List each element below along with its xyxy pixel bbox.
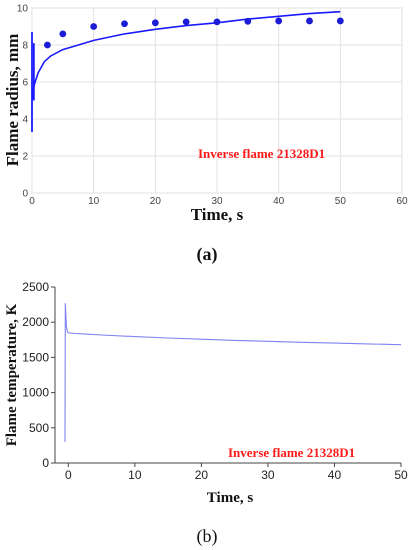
radius-measured-point xyxy=(336,17,344,25)
x-tick-label: 20 xyxy=(150,196,162,207)
y-tick-label: 0 xyxy=(22,189,28,200)
y-tick-label: 8 xyxy=(22,41,28,52)
y-tick-label: 2 xyxy=(22,152,28,163)
grid-a xyxy=(31,7,403,194)
x-tick-label: 30 xyxy=(211,196,223,207)
x-tick-label: 0 xyxy=(65,468,72,482)
y-tick-label: 2500 xyxy=(22,280,49,294)
panel-b: 0 10 20 30 40 50 0 500 1000 1500 2000 2500 Inverse… xyxy=(4,280,408,547)
panel-a: 0 10 20 30 40 50 60 0 2 4 6 8 10 Inverse flame 2132… xyxy=(3,4,408,266)
y-axis-label-b: Flame temperature, K xyxy=(4,303,20,446)
x-ticks-a: 0 10 20 30 40 50 60 xyxy=(29,196,408,207)
radius-measured-point xyxy=(275,17,283,25)
annotation-b: Inverse flame 21328D1 xyxy=(228,445,355,460)
radius-measured-point xyxy=(121,20,128,28)
y-tick-label: 500 xyxy=(29,421,49,435)
x-ticks-b: 0 10 20 30 40 50 xyxy=(65,463,408,482)
temperature-line xyxy=(64,303,402,442)
x-tick-label: 40 xyxy=(273,196,285,207)
x-axis-label-a: Time, s xyxy=(191,205,244,224)
y-tick-label: 6 xyxy=(22,78,28,89)
radius-measured-point xyxy=(244,17,252,25)
radius-measured-point xyxy=(182,18,190,26)
x-tick-label: 60 xyxy=(396,196,408,207)
x-tick-label: 20 xyxy=(195,468,209,482)
series-b xyxy=(64,303,402,442)
radius-model-line xyxy=(31,10,341,99)
radius-measured-point xyxy=(306,17,313,25)
x-axis-label-b: Time, s xyxy=(207,490,254,506)
radius-measured-point xyxy=(151,19,159,27)
y-tick-label: 2000 xyxy=(22,315,49,329)
y-ticks-b: 0 500 1000 1500 2000 2500 xyxy=(22,280,55,470)
x-tick-label: 10 xyxy=(88,196,100,207)
x-tick-label: 10 xyxy=(128,468,142,482)
y-tick-label: 1500 xyxy=(22,350,49,364)
annotation-a: Inverse flame 21328D1 xyxy=(198,146,325,161)
y-tick-label: 4 xyxy=(22,115,28,126)
y-axis-label-a: Flame radius, mm xyxy=(3,34,22,167)
x-tick-label: 0 xyxy=(29,196,35,207)
y-tick-label: 0 xyxy=(42,456,49,470)
series-a xyxy=(31,10,344,132)
y-tick-label: 10 xyxy=(17,4,29,15)
caption-a: (a) xyxy=(197,244,218,265)
radius-measured-point xyxy=(59,30,67,38)
radius-measured-point xyxy=(44,41,51,49)
x-tick-label: 50 xyxy=(394,468,408,482)
x-tick-label: 50 xyxy=(335,196,347,207)
radius-measured-point xyxy=(90,23,98,30)
radius-measured-point xyxy=(213,18,221,26)
caption-b: (b) xyxy=(197,526,218,547)
y-ticks-a: 0 2 4 6 8 10 xyxy=(17,4,29,200)
x-tick-label: 30 xyxy=(261,468,275,482)
y-tick-label: 1000 xyxy=(22,386,49,400)
x-tick-label: 40 xyxy=(328,468,342,482)
